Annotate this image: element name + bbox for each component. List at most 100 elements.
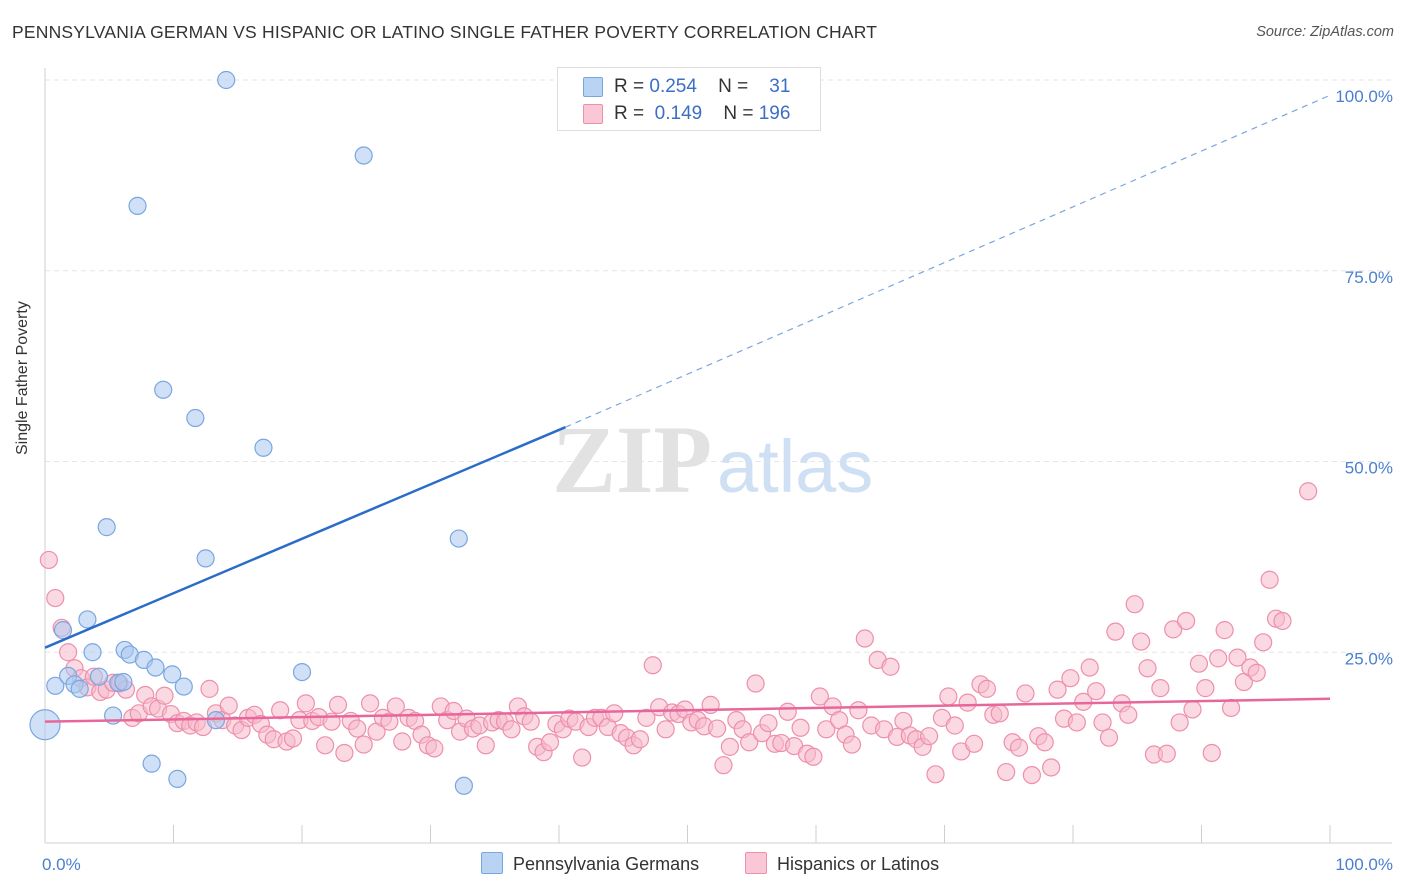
hispanic-point bbox=[1035, 733, 1054, 752]
hispanic-point bbox=[759, 714, 778, 733]
hispanic-point bbox=[720, 737, 740, 756]
hispanic-point bbox=[707, 719, 727, 738]
pa-german-point bbox=[163, 665, 182, 684]
hispanic-point bbox=[1221, 698, 1241, 718]
hispanic-point bbox=[1183, 700, 1202, 719]
hispanic-point bbox=[1228, 648, 1247, 667]
hispanic-point bbox=[283, 729, 303, 748]
hispanic-point bbox=[791, 718, 810, 737]
pa-german-point bbox=[174, 677, 193, 696]
hispanic-points bbox=[39, 482, 1318, 785]
pa-german-point bbox=[97, 518, 116, 537]
pa-german-trend-line bbox=[44, 426, 566, 649]
pa-german-point bbox=[206, 711, 226, 730]
pa-german-point bbox=[154, 380, 173, 399]
hispanic-point bbox=[1022, 765, 1041, 785]
hispanic-point bbox=[393, 732, 412, 751]
pa-german-point bbox=[196, 549, 215, 568]
bottom-legend-item-hispanics: Hispanics or Latinos bbox=[745, 852, 939, 875]
hispanic-point bbox=[778, 702, 797, 721]
hispanic-point bbox=[746, 674, 765, 693]
hispanic-point bbox=[1215, 621, 1234, 640]
pa-german-point bbox=[83, 643, 102, 662]
pa-german-point bbox=[454, 776, 474, 795]
hispanic-point bbox=[842, 735, 862, 754]
y-tick-label: 50.0% bbox=[1345, 459, 1393, 478]
hispanic-point bbox=[1125, 595, 1144, 614]
hispanic-point bbox=[335, 743, 354, 763]
hispanic-point bbox=[1061, 669, 1080, 688]
hispanic-trend-line bbox=[44, 697, 1331, 723]
hispanic-point bbox=[296, 694, 315, 713]
hispanic-point bbox=[605, 704, 624, 723]
watermark-zip: ZIP bbox=[552, 406, 712, 513]
hispanic-point bbox=[348, 719, 367, 738]
x-tick-label: 100.0% bbox=[1335, 855, 1393, 874]
hispanic-point bbox=[540, 733, 560, 752]
pa-german-point bbox=[449, 529, 468, 548]
hispanic-point bbox=[714, 756, 733, 775]
hispanic-point bbox=[354, 735, 373, 754]
hispanic-point bbox=[1189, 654, 1209, 673]
hispanic-point bbox=[1138, 659, 1157, 678]
hispanic-point bbox=[1151, 679, 1170, 698]
pa-german-point bbox=[46, 676, 65, 695]
hispanic-point bbox=[977, 679, 997, 698]
hispanic-point bbox=[630, 730, 650, 749]
hispanic-point bbox=[1273, 611, 1292, 631]
pa-german-point bbox=[53, 621, 73, 640]
legend-n-value: 31 bbox=[769, 76, 791, 97]
hispanic-point bbox=[1170, 713, 1189, 732]
pa-german-point bbox=[168, 769, 187, 789]
legend-n-label: N = bbox=[718, 76, 749, 97]
hispanic-point bbox=[997, 762, 1016, 782]
hispanic-point bbox=[1016, 684, 1035, 703]
hispanic-point bbox=[804, 747, 823, 766]
legend-r-value: 0.254 bbox=[649, 76, 697, 97]
legend-r-label: R = bbox=[614, 103, 645, 124]
hispanic-point bbox=[939, 687, 958, 706]
hispanic-point bbox=[637, 708, 656, 727]
pa-german-point bbox=[89, 667, 109, 686]
hispanic-point bbox=[919, 727, 939, 746]
hispanic-point bbox=[1254, 633, 1273, 652]
hispanic-point bbox=[1202, 743, 1221, 763]
pa-german-point bbox=[146, 658, 165, 677]
pa-german-point bbox=[186, 408, 205, 428]
tick-labels: 25.0% 50.0% 75.0% 100.0% 0.0% 100.0% bbox=[42, 87, 1393, 874]
hispanic-point bbox=[964, 734, 984, 753]
hispanic-point bbox=[849, 701, 868, 720]
hispanic-point bbox=[1299, 482, 1318, 501]
hispanic-point bbox=[656, 720, 675, 739]
hispanic-point bbox=[361, 694, 380, 713]
hispanic-point bbox=[1099, 728, 1119, 747]
hispanic-point bbox=[1164, 620, 1183, 639]
hispanic-point bbox=[881, 657, 900, 676]
hispanic-point bbox=[1209, 649, 1228, 668]
hispanic-point bbox=[958, 693, 977, 712]
y-tick-label: 100.0% bbox=[1335, 87, 1393, 106]
hispanic-point bbox=[855, 629, 874, 648]
hispanic-point bbox=[328, 695, 348, 714]
bottom-legend-swatch-blue bbox=[481, 852, 503, 874]
trend-lines bbox=[44, 94, 1331, 723]
legend-n-label: N = bbox=[723, 103, 754, 124]
hispanic-point bbox=[425, 739, 444, 758]
hispanic-point bbox=[740, 733, 759, 752]
legend-swatch-blue bbox=[583, 77, 603, 97]
stats-legend: R = 0.254 N = 31 R = 0.149 N = 196 bbox=[557, 67, 821, 131]
hispanic-point bbox=[1080, 658, 1099, 677]
watermark-atlas: atlas bbox=[717, 425, 873, 508]
pa-german-point bbox=[114, 672, 133, 692]
bottom-legend-item-pa-germans: Pennsylvania Germans bbox=[481, 852, 699, 875]
hispanic-point bbox=[316, 736, 335, 755]
pa-german-point bbox=[254, 438, 273, 457]
hispanic-point bbox=[1009, 738, 1029, 757]
hispanic-point bbox=[39, 550, 58, 570]
hispanic-point bbox=[945, 716, 964, 735]
legend-swatch-pink bbox=[583, 104, 603, 124]
bottom-legend-label: Pennsylvania Germans bbox=[513, 854, 700, 874]
pa-german-point bbox=[29, 709, 61, 741]
hispanic-point bbox=[59, 643, 78, 662]
hispanic-point bbox=[521, 712, 540, 731]
